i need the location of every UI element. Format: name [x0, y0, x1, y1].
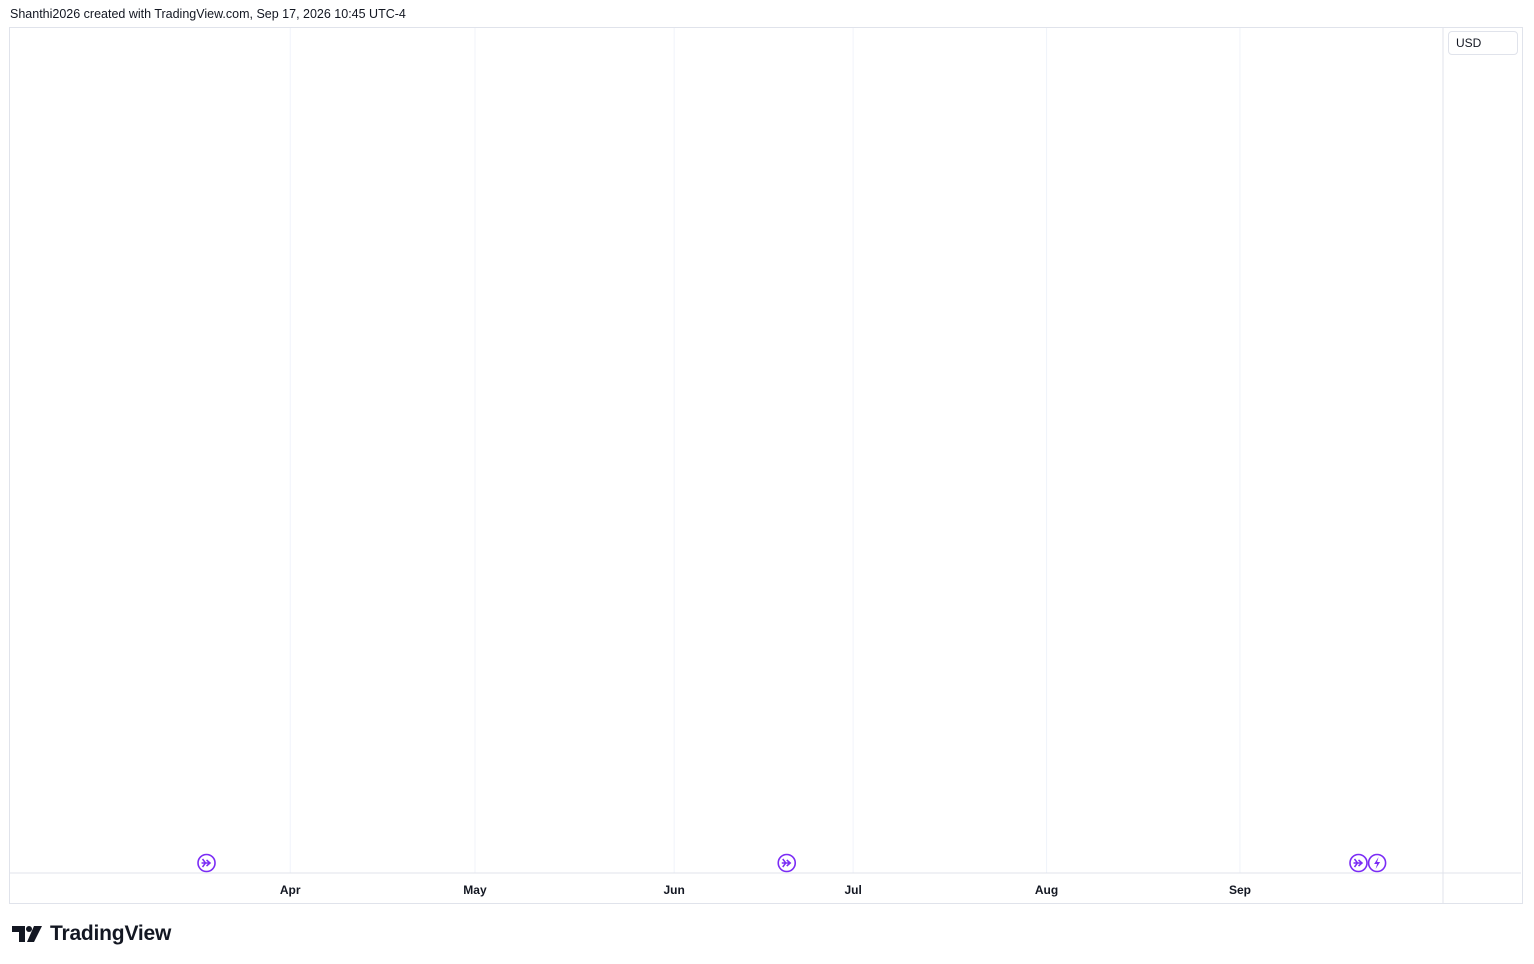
event-markers — [197, 853, 1387, 873]
lightning-event-icon[interactable] — [1367, 853, 1387, 873]
chart-caption: Shanthi2026 created with TradingView.com… — [10, 7, 406, 21]
currency-selector[interactable]: USD — [1448, 31, 1518, 55]
time-axis: MarAprMayJunJulAugSep — [280, 883, 1251, 897]
time-tick-label: May — [463, 883, 487, 897]
logo-text: TradingView — [50, 922, 172, 945]
dividend-event-icon[interactable] — [197, 853, 216, 873]
lightning-glyph — [1374, 857, 1381, 869]
time-tick-label: Apr — [280, 883, 301, 897]
arrow-glyph — [1353, 858, 1364, 868]
arrow-glyph — [201, 858, 212, 868]
grid-lines — [10, 28, 1521, 903]
dividend-event-icon[interactable] — [777, 853, 797, 873]
time-tick-label: Sep — [1229, 883, 1251, 897]
time-tick-label: Jul — [844, 883, 861, 897]
chart-frame — [9, 27, 1523, 904]
time-tick-label: Jun — [663, 883, 684, 897]
dividend-event-icon[interactable] — [1349, 853, 1368, 873]
tradingview-logo[interactable]: TradingView — [12, 922, 171, 946]
arrow-glyph — [781, 858, 792, 868]
tradingview-logo-icon — [12, 926, 42, 942]
time-tick-label: Aug — [1035, 883, 1058, 897]
